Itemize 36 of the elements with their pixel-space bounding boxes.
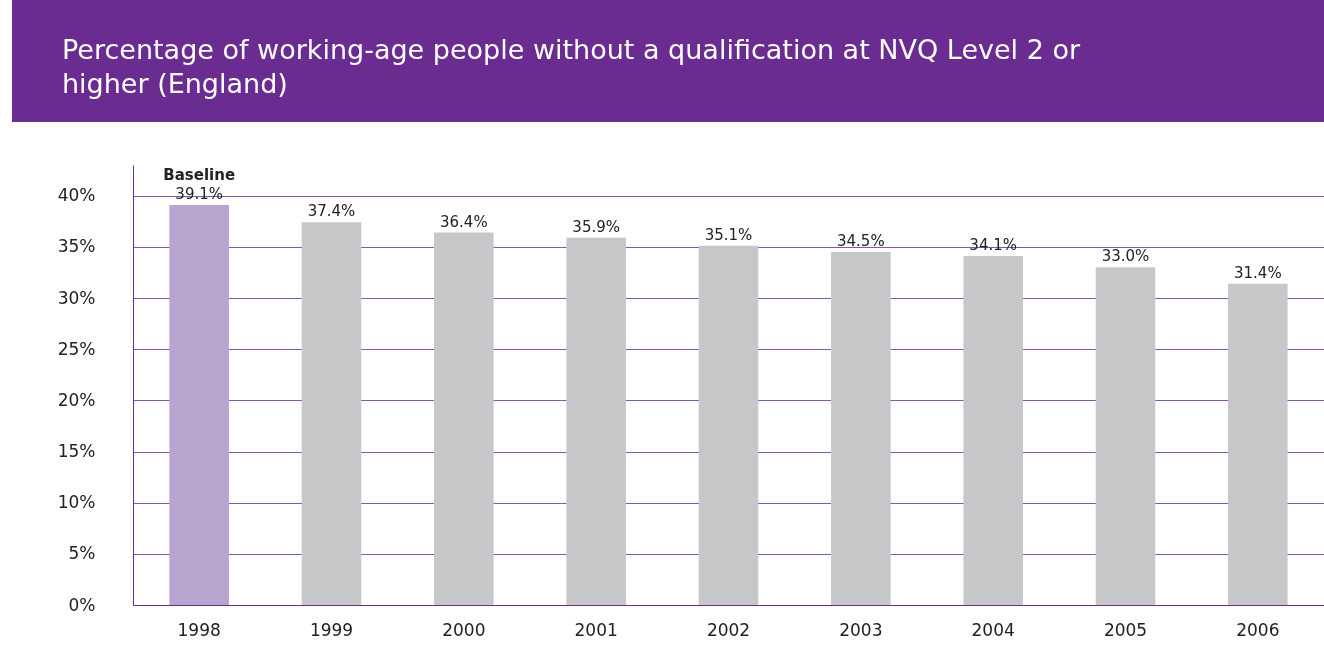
x-tick-label: 2001 bbox=[574, 619, 618, 640]
x-tick-label: 2003 bbox=[839, 619, 883, 640]
bar bbox=[698, 245, 759, 605]
data-label: 31.4% bbox=[1234, 263, 1282, 282]
bar bbox=[963, 256, 1023, 605]
y-tick-label: 35% bbox=[57, 236, 96, 257]
data-label: 35.9% bbox=[572, 217, 620, 236]
y-tick-label: 20% bbox=[57, 389, 96, 410]
bar bbox=[169, 204, 229, 605]
x-tick-label: 2002 bbox=[706, 619, 751, 640]
bar bbox=[566, 237, 626, 605]
y-tick-label: 15% bbox=[57, 441, 96, 462]
data-label: 37.4% bbox=[307, 202, 356, 221]
y-tick-label: 10% bbox=[57, 492, 96, 513]
data-label: 34.5% bbox=[837, 231, 885, 250]
y-tick-label: 5% bbox=[68, 543, 96, 564]
y-tick-label: 0% bbox=[68, 594, 96, 615]
x-tick-label: 2004 bbox=[971, 619, 1015, 640]
bar bbox=[1228, 283, 1288, 605]
bar bbox=[831, 251, 891, 605]
data-label: 35.1% bbox=[704, 225, 753, 244]
bar bbox=[434, 232, 494, 605]
y-tick-label: 40% bbox=[57, 185, 96, 206]
chart-title: Percentage of working-age people without a qualification at NVQ Level 2 or higher (England) bbox=[12, 0, 1324, 122]
y-tick-label: 25% bbox=[57, 338, 96, 359]
x-tick-label: 1998 bbox=[177, 619, 221, 640]
data-label: 33.0% bbox=[1101, 247, 1150, 266]
x-tick-label: 2000 bbox=[442, 619, 486, 640]
annotation: Baseline bbox=[163, 165, 236, 184]
bar bbox=[301, 222, 362, 605]
x-tick-label: 1999 bbox=[309, 619, 354, 640]
y-tick-label: 30% bbox=[57, 287, 96, 308]
data-label: 36.4% bbox=[440, 212, 488, 231]
x-tick-label: 2006 bbox=[1236, 619, 1280, 640]
x-tick-label: 2005 bbox=[1103, 619, 1148, 640]
bar bbox=[1095, 267, 1156, 605]
